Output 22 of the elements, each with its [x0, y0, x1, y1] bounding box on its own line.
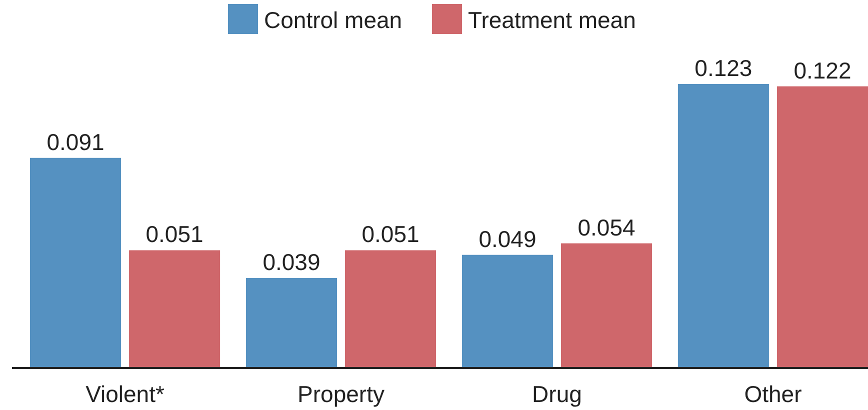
- bar: [462, 254, 553, 368]
- data-label: 0.051: [362, 221, 420, 248]
- bar: [129, 250, 220, 368]
- legend-label: Control mean: [264, 7, 402, 33]
- data-label: 0.123: [694, 55, 752, 81]
- bar: [30, 158, 122, 368]
- data-label: 0.039: [262, 248, 320, 275]
- x-tick-label: Violent*: [86, 381, 165, 407]
- x-tick-label: Property: [298, 381, 385, 407]
- data-label: 0.122: [794, 57, 852, 84]
- legend-label: Treatment mean: [468, 7, 636, 33]
- data-label: 0.049: [478, 226, 536, 252]
- data-label: 0.091: [46, 128, 104, 155]
- bar: [345, 250, 436, 368]
- x-tick-label: Drug: [532, 381, 582, 407]
- data-label: 0.051: [146, 221, 204, 248]
- bar: [560, 243, 652, 368]
- bar: [246, 278, 338, 368]
- x-tick-label: Other: [744, 381, 802, 407]
- bar: [678, 84, 769, 368]
- bar: [776, 86, 868, 368]
- data-label: 0.054: [578, 214, 636, 240]
